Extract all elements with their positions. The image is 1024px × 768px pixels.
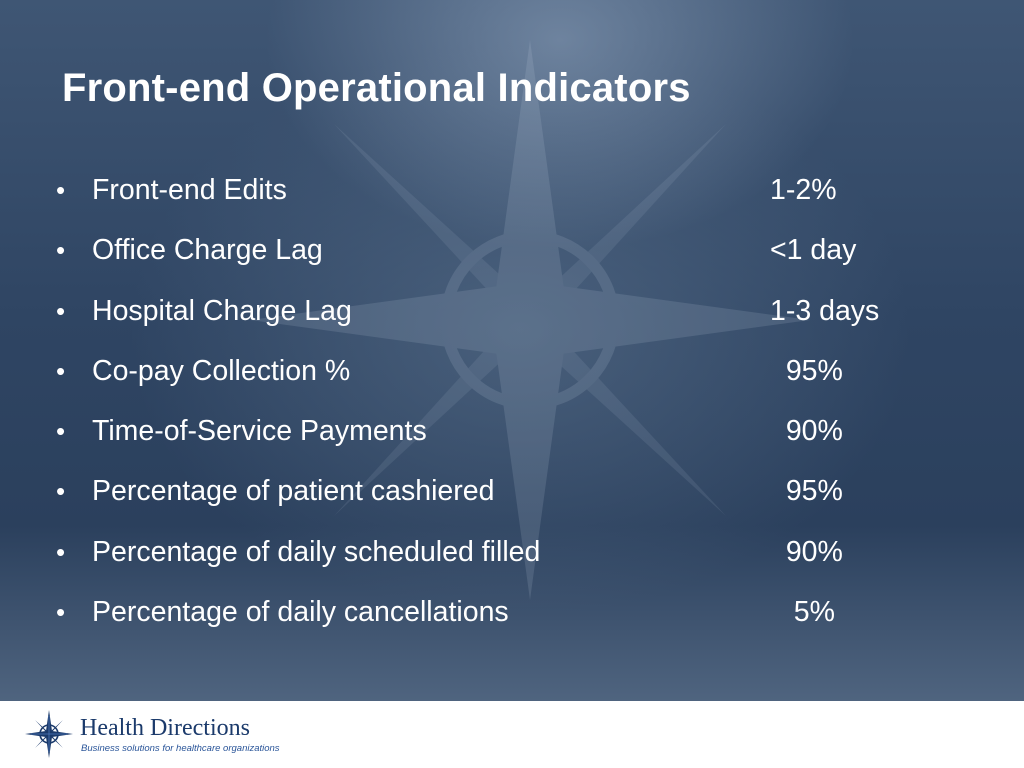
indicator-value: 1-2% <box>770 174 837 206</box>
bullet-icon: • <box>56 235 66 266</box>
bullet-icon: • <box>56 597 66 628</box>
indicator-value: 90% <box>770 415 843 448</box>
indicator-row: • Office Charge Lag <1 day <box>56 220 956 280</box>
bullet-icon: • <box>56 536 66 567</box>
logo-tagline: Business solutions for healthcare organi… <box>81 743 280 754</box>
indicator-value: 5% <box>770 596 835 629</box>
indicator-label: Percentage of daily cancellations <box>92 596 509 629</box>
indicator-label: Hospital Charge Lag <box>92 294 352 327</box>
indicator-row: • Percentage of daily cancellations 5% <box>56 582 956 642</box>
indicator-value: 90% <box>770 535 843 568</box>
indicator-row: • Time-of-Service Payments 90% <box>56 401 956 461</box>
indicator-value: <1 day <box>770 234 857 267</box>
bullet-icon: • <box>56 476 66 507</box>
indicator-row: • Percentage of patient cashiered 95% <box>56 461 956 521</box>
bullet-icon: • <box>56 295 66 326</box>
indicator-row: • Percentage of daily scheduled filled 9… <box>56 522 956 582</box>
indicator-value: 1-3 days <box>770 294 880 327</box>
indicator-label: Time-of-Service Payments <box>92 415 427 448</box>
compass-star-watermark-icon <box>250 40 810 600</box>
indicator-row: • Front-end Edits 1-2% <box>56 160 956 220</box>
indicator-label: Percentage of daily scheduled filled <box>92 535 541 568</box>
slide-content-area: Front-end Operational Indicators • Front… <box>0 0 1024 701</box>
compass-star-icon <box>25 710 73 758</box>
indicator-value: 95% <box>770 354 843 387</box>
logo-wordmark: Health Directions <box>80 715 250 741</box>
bullet-icon: • <box>56 416 66 447</box>
indicator-list: • Front-end Edits 1-2% • Office Charge L… <box>56 160 956 642</box>
bullet-icon: • <box>56 175 66 205</box>
indicator-row: • Co-pay Collection % 95% <box>56 341 956 401</box>
indicator-row: • Hospital Charge Lag 1-3 days <box>56 281 956 341</box>
footer-bar: Health Directions Business solutions for… <box>0 701 1024 768</box>
bullet-icon: • <box>56 355 66 386</box>
indicator-label: Co-pay Collection % <box>92 354 351 387</box>
slide-title: Front-end Operational Indicators <box>62 66 691 110</box>
indicator-label: Office Charge Lag <box>92 234 323 267</box>
indicator-label: Percentage of patient cashiered <box>92 475 495 508</box>
indicator-label: Front-end Edits <box>92 174 287 206</box>
indicator-value: 95% <box>770 475 843 508</box>
